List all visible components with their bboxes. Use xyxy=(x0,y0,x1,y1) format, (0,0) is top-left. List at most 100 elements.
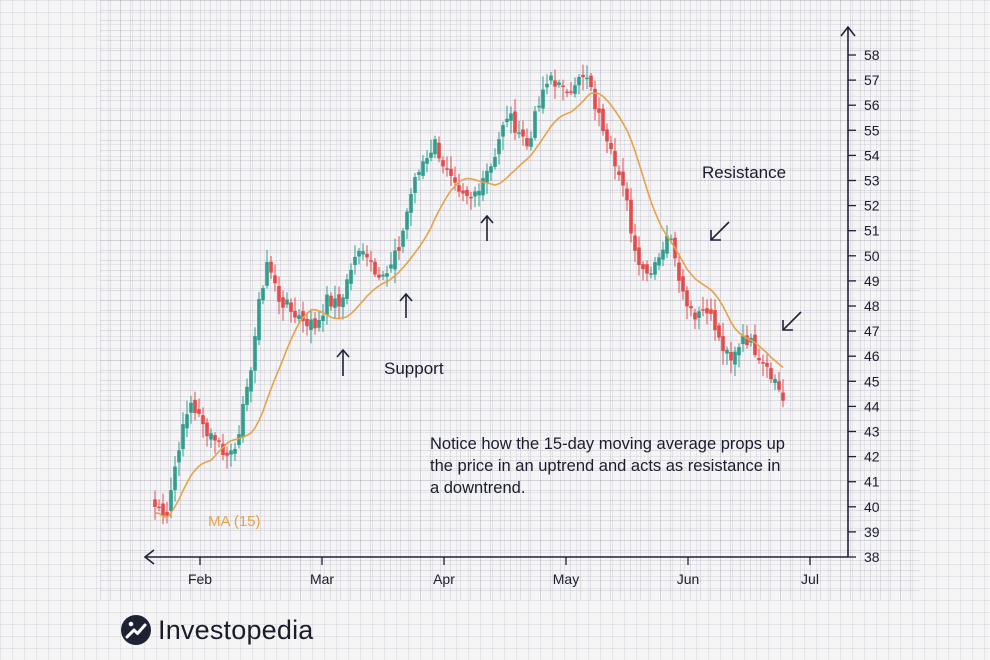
candle xyxy=(613,138,617,180)
candle-body xyxy=(333,298,337,308)
arrow-shaft xyxy=(710,221,730,241)
y-tick-label: 49 xyxy=(864,273,880,289)
candle-body xyxy=(277,286,281,302)
candle-body xyxy=(325,294,329,316)
brand-logo[interactable]: Investopedia xyxy=(120,612,314,648)
arrow-head xyxy=(399,292,413,302)
candle xyxy=(637,236,641,276)
x-tick-label: Jul xyxy=(801,571,819,587)
y-axis-ticks: 38 39 40 41 42 43 44 45 46 47 48 49 50 51 52 53 54 55 56 57… xyxy=(848,47,880,565)
candle xyxy=(541,76,545,114)
candle-body xyxy=(589,75,593,88)
candle xyxy=(685,286,689,320)
candle xyxy=(425,149,429,173)
candle xyxy=(405,208,409,240)
candle xyxy=(497,131,501,165)
candle-body xyxy=(605,129,609,142)
candle-body xyxy=(521,129,525,137)
candle xyxy=(373,258,377,278)
candle xyxy=(185,400,189,438)
candle-body xyxy=(281,297,285,308)
arrow-head xyxy=(710,230,721,241)
candle-body xyxy=(625,188,629,201)
candle xyxy=(653,256,657,280)
candle-body xyxy=(389,264,393,269)
candle-body xyxy=(557,82,561,86)
candle-body xyxy=(753,334,757,355)
candle xyxy=(629,188,633,243)
candle-body xyxy=(709,309,713,314)
candle xyxy=(689,300,693,317)
candle-body xyxy=(773,378,777,384)
y-tick-label: 50 xyxy=(864,248,880,264)
candle-body xyxy=(665,235,669,254)
candle-body xyxy=(381,274,385,277)
candle-body xyxy=(209,433,213,440)
candle-body xyxy=(337,294,341,307)
candle-body xyxy=(561,85,565,88)
candle xyxy=(489,163,493,181)
candle xyxy=(297,309,301,324)
candle-body xyxy=(269,261,273,273)
candle xyxy=(569,81,573,96)
candle-body xyxy=(229,450,233,455)
y-tick-label: 43 xyxy=(864,424,880,440)
candle-body xyxy=(469,196,473,199)
candle xyxy=(589,72,593,92)
candle-body xyxy=(201,415,205,425)
candle xyxy=(201,407,205,438)
candle xyxy=(153,490,157,520)
resistance-arrow-icon xyxy=(710,221,730,241)
y-axis-arrowhead xyxy=(840,25,856,37)
candle xyxy=(249,367,253,403)
candle xyxy=(725,346,729,365)
candle xyxy=(661,241,665,266)
candle-body xyxy=(237,434,241,445)
candle-body xyxy=(385,273,389,277)
candle-body xyxy=(733,351,737,365)
arrow-head xyxy=(782,320,793,331)
y-tick-label: 55 xyxy=(864,122,880,138)
candle-body xyxy=(225,452,229,456)
candle-body xyxy=(617,171,621,175)
candle xyxy=(485,163,489,194)
axes xyxy=(143,25,856,565)
candle xyxy=(737,343,741,368)
resistance-arrow-icon xyxy=(782,311,802,331)
candle xyxy=(537,96,541,112)
candle-body xyxy=(349,269,353,284)
candle-body xyxy=(241,403,245,438)
candle xyxy=(413,172,417,204)
candle xyxy=(753,324,757,358)
candle xyxy=(573,77,577,98)
candle xyxy=(173,456,177,502)
y-tick-label: 45 xyxy=(864,373,880,389)
candle-body xyxy=(461,190,465,194)
candle-body xyxy=(185,414,189,429)
candle-body xyxy=(689,306,693,309)
candle-body xyxy=(473,191,477,197)
candle-body xyxy=(693,312,697,320)
candle xyxy=(665,225,669,259)
candle-body xyxy=(161,503,165,516)
candle-body xyxy=(265,262,269,286)
candle xyxy=(245,378,249,412)
candle xyxy=(681,269,685,300)
candle xyxy=(709,298,713,321)
candle-body xyxy=(577,76,581,86)
candle-body xyxy=(157,506,161,509)
candle-body xyxy=(737,347,741,356)
candle-body xyxy=(629,199,633,234)
candle-body xyxy=(621,171,625,186)
y-tick-label: 51 xyxy=(864,223,880,239)
candle xyxy=(645,260,649,282)
candle-body xyxy=(765,362,769,367)
candle xyxy=(289,298,293,323)
candle xyxy=(293,297,297,324)
candle-body xyxy=(485,170,489,184)
candle xyxy=(557,79,561,88)
candle-body xyxy=(497,139,501,155)
y-tick-label: 54 xyxy=(864,147,880,163)
candle xyxy=(697,306,701,330)
candle-body xyxy=(441,160,445,167)
